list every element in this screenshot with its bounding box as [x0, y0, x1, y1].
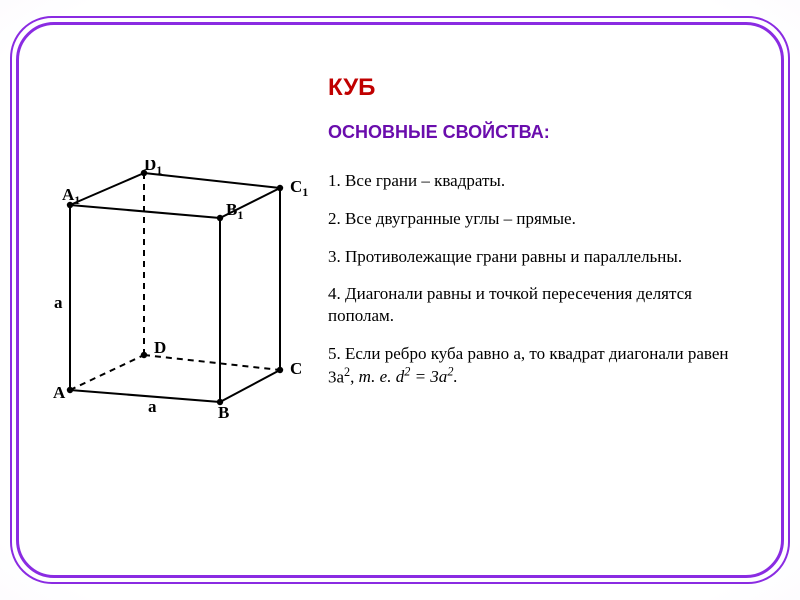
property-item: 1. Все грани – квадраты.	[328, 170, 758, 192]
cube-diagram: ABCDA1B1C1D1aa	[40, 160, 320, 430]
vertex-label: D	[154, 338, 166, 357]
page-title: КУБ	[328, 74, 375, 102]
edge-length-label: a	[148, 397, 157, 416]
vertex-label: C1	[290, 177, 308, 199]
cube-edge	[70, 390, 220, 402]
properties-list: 1. Все грани – квадраты. 2. Все двугранны…	[328, 170, 758, 388]
vertex-label: A	[53, 383, 66, 402]
vertex-label: B	[218, 403, 229, 422]
cube-svg: ABCDA1B1C1D1aa	[40, 160, 320, 430]
vertex-label: C	[290, 359, 302, 378]
slide: КУБ ОСНОВНЫЕ СВОЙСТВА: ABCDA1B1C1D1aa 1.…	[0, 0, 800, 600]
vertex-dot	[277, 185, 283, 191]
vertex-label: B1	[226, 200, 243, 222]
cube-edge	[70, 173, 144, 205]
property-item: 4. Диагонали равны и точкой пересечения …	[328, 283, 758, 327]
cube-edge	[70, 355, 144, 390]
property-item: 2. Все двугранные углы – прямые.	[328, 208, 758, 230]
vertex-dot	[277, 367, 283, 373]
edge-length-label: a	[54, 293, 63, 312]
property-item: 5. Если ребро куба равно a, то квадрат д…	[328, 343, 758, 388]
vertex-label: A1	[62, 185, 80, 207]
vertex-dot	[217, 215, 223, 221]
cube-edge	[220, 370, 280, 402]
vertex-dot	[67, 387, 73, 393]
vertex-dot	[141, 352, 147, 358]
subtitle: ОСНОВНЫЕ СВОЙСТВА:	[328, 122, 550, 143]
property-item: 3. Противолежащие грани равны и параллел…	[328, 246, 758, 268]
cube-edge	[144, 355, 280, 370]
cube-edge	[144, 173, 280, 188]
